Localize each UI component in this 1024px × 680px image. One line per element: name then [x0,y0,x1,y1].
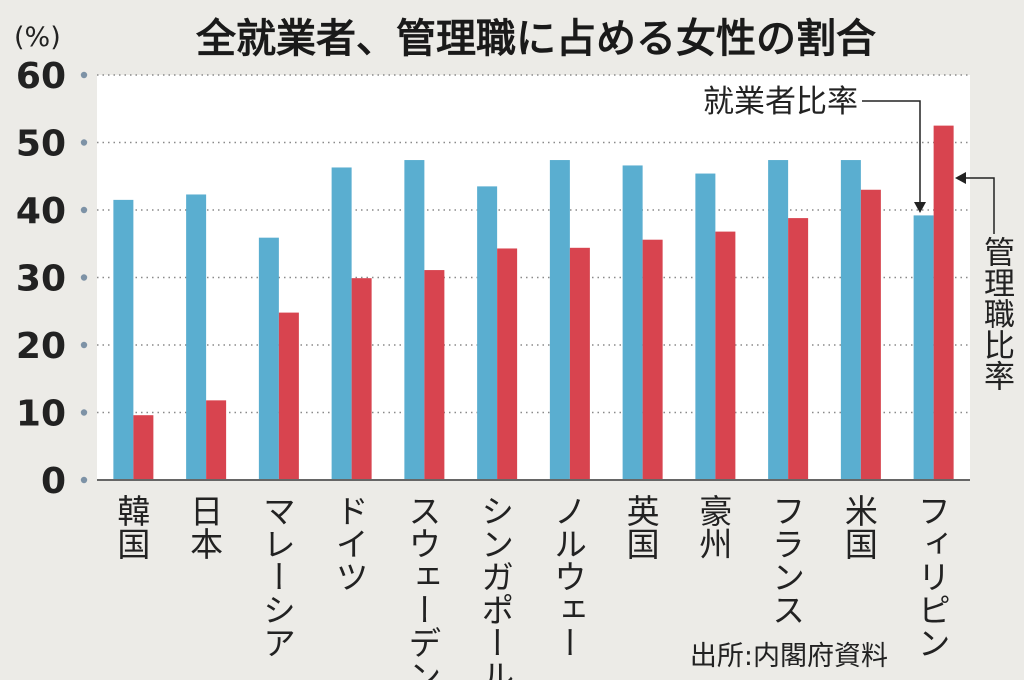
legend-series-1-leader [862,100,921,208]
x-category-label: 日本 [185,494,224,560]
category-labels: 韓国 日本 マレーシア ドイツ スウェーデン シンガポール ノルウェー 英国 豪州 フランス 米国フ… [112,494,951,680]
y-tick-marker [80,409,88,416]
bar-employment-9 [768,160,789,481]
x-category-label: 英国 [621,494,660,560]
bar-management-4 [424,270,445,480]
y-tick-label: 60 [16,56,66,97]
y-tick-marker [80,476,88,484]
bar-employment-8 [695,173,716,481]
legend-series-2-label: 管理職比率 [978,236,1014,391]
bar-management-2 [278,312,299,480]
x-category-label: フランス [767,494,806,626]
bar-management-9 [788,218,809,480]
bar-management-5 [497,248,518,480]
bar-management-8 [715,231,736,480]
y-tick-label: 0 [41,461,66,502]
bar-management-6 [569,247,590,480]
bar-employment-7 [622,165,643,480]
y-tick-marker [80,341,88,349]
y-tick-label: 10 [16,394,66,435]
bar-management-7 [642,239,663,480]
x-category-label: 韓国 [112,494,151,560]
bar-management-1 [206,400,227,480]
bar-management-11 [933,125,954,480]
y-unit-label: (%) [14,22,61,53]
y-tick-marker [80,274,88,281]
legend-series-1-label: 就業者比率 [703,84,858,120]
y-tick-label: 40 [16,191,66,232]
bar-employment-5 [477,186,498,480]
y-tick-marker [80,139,88,146]
x-category-label: マレーシア [257,494,296,659]
legend-series-2-leader [962,177,995,234]
y-tick-label: 20 [16,326,66,367]
x-category-label: フィリピン [912,494,951,659]
bar-management-0 [133,415,154,480]
y-tick-marker [80,71,88,79]
bar-employment-6 [549,160,570,481]
bar-employment-1 [186,194,207,480]
y-tick-label: 50 [16,124,66,165]
bar-employment-0 [113,199,134,480]
x-category-label: スウェーデン [403,494,442,680]
bar-employment-3 [331,167,352,480]
bars [113,125,954,481]
bar-management-3 [351,278,372,480]
x-category-label: 米国 [839,494,878,560]
plot-area [97,75,970,480]
x-category-label: 豪州 [694,494,733,560]
chart-title: 全就業者、管理職に占める女性の割合 [195,16,876,62]
gridlines [97,74,970,414]
bar-management-10 [860,189,881,480]
y-axis-ticks: 0 10 20 30 40 50 60 [16,56,88,502]
source-note: 出所:内閣府資料 [690,641,888,672]
bar-employment-2 [258,237,279,480]
x-category-label: ノルウェー [548,494,587,659]
x-category-label: シンガポール [476,494,515,680]
bar-employment-10 [840,160,861,481]
legend-series-1-arrowhead [914,202,926,213]
bar-employment-11 [913,215,934,480]
y-tick-label: 30 [16,259,66,300]
legend-series-2-arrowhead [955,172,966,184]
y-tick-marker [80,206,88,214]
x-category-label: ドイツ [330,494,369,593]
bar-employment-4 [404,160,425,481]
